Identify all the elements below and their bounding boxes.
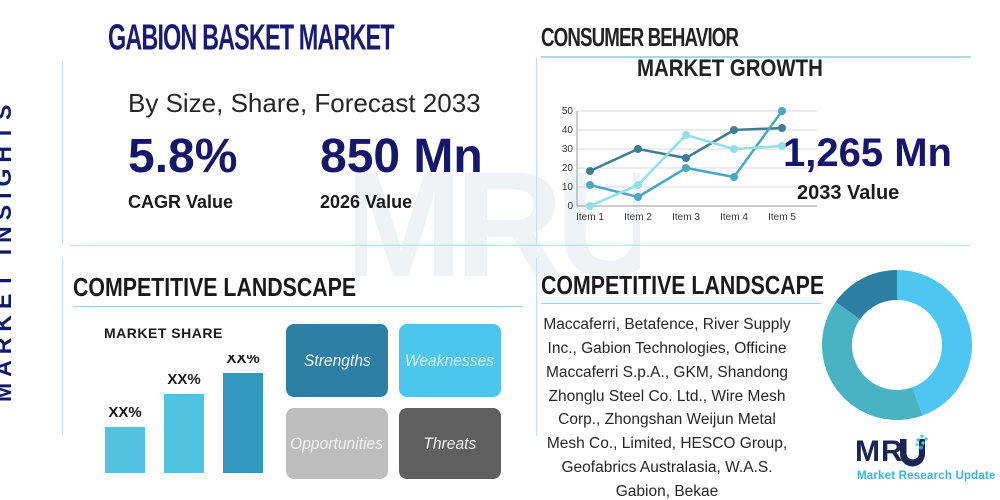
svg-text:Item 4: Item 4	[720, 212, 748, 223]
svg-text:M: M	[857, 435, 880, 468]
svg-text:10: 10	[562, 182, 574, 193]
svg-text:Item 1: Item 1	[576, 212, 604, 223]
svg-text:50: 50	[562, 106, 574, 117]
svg-text:20: 20	[562, 163, 574, 174]
svg-text:Item 3: Item 3	[672, 212, 700, 223]
svg-text:XX%: XX%	[108, 404, 141, 421]
svg-text:XX%: XX%	[226, 355, 259, 367]
svg-text:Item 5: Item 5	[768, 212, 796, 223]
svg-text:XX%: XX%	[167, 371, 200, 388]
svg-text:40: 40	[562, 125, 574, 136]
svg-text:30: 30	[562, 144, 574, 155]
svg-text:Item 2: Item 2	[624, 212, 652, 223]
svg-text:R: R	[881, 435, 903, 468]
svg-text:0: 0	[567, 201, 573, 212]
